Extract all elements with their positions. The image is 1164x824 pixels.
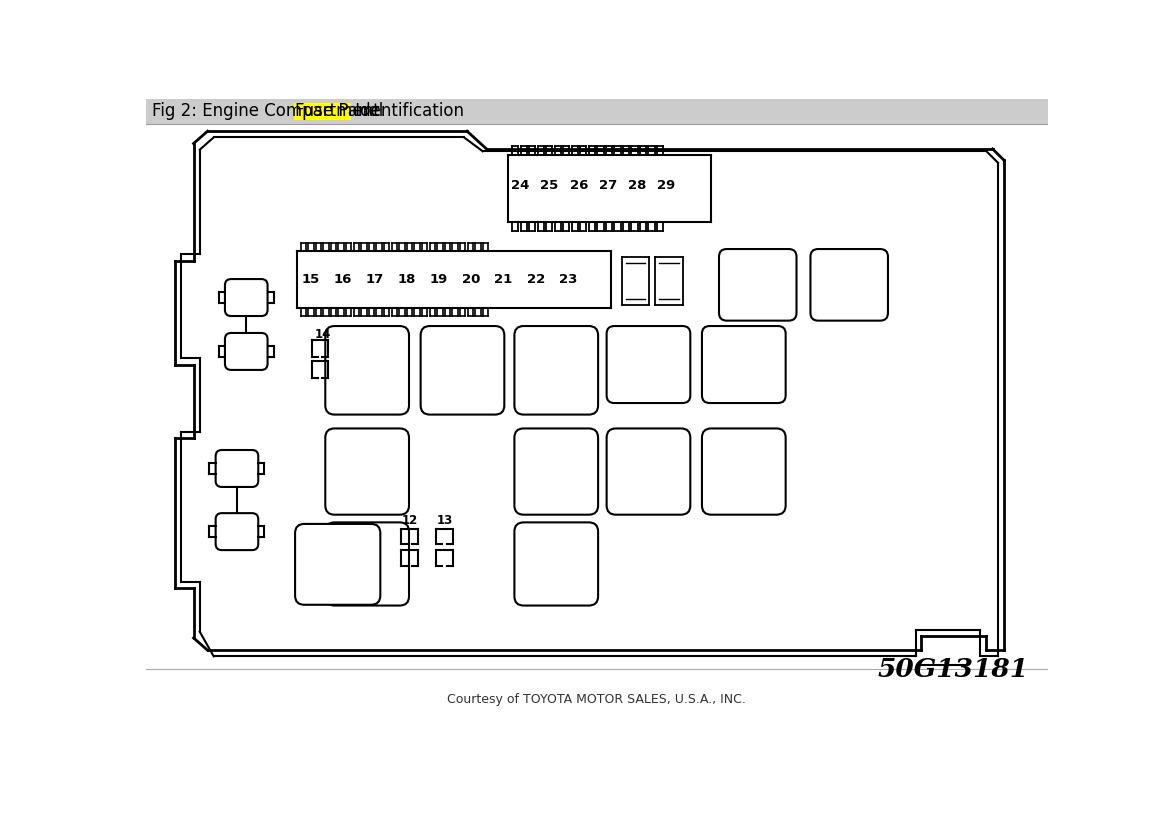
Text: 16: 16 <box>334 274 353 286</box>
FancyBboxPatch shape <box>514 428 598 515</box>
FancyBboxPatch shape <box>702 326 786 403</box>
Text: 27: 27 <box>599 179 617 192</box>
FancyBboxPatch shape <box>606 326 690 403</box>
Text: 20: 20 <box>462 274 481 286</box>
FancyBboxPatch shape <box>296 524 381 605</box>
Text: 28: 28 <box>627 179 646 192</box>
Text: 21: 21 <box>495 274 512 286</box>
FancyBboxPatch shape <box>325 522 409 606</box>
Text: 50G13181: 50G13181 <box>878 657 1029 682</box>
Text: 19: 19 <box>430 274 448 286</box>
FancyBboxPatch shape <box>719 249 796 321</box>
FancyBboxPatch shape <box>325 428 409 515</box>
FancyBboxPatch shape <box>810 249 888 321</box>
FancyBboxPatch shape <box>215 513 258 550</box>
Text: Fig 2: Engine Compartment: Fig 2: Engine Compartment <box>151 102 384 120</box>
Text: 24: 24 <box>511 179 530 192</box>
Text: 15: 15 <box>301 274 320 286</box>
FancyBboxPatch shape <box>606 428 690 515</box>
Bar <box>146 99 1048 124</box>
Text: 14: 14 <box>314 328 331 340</box>
FancyBboxPatch shape <box>225 279 268 316</box>
Text: 26: 26 <box>569 179 588 192</box>
FancyBboxPatch shape <box>514 326 598 414</box>
Text: Identification: Identification <box>350 102 463 120</box>
Text: Fuse Panel: Fuse Panel <box>294 102 383 120</box>
Text: 25: 25 <box>540 179 559 192</box>
Text: 12: 12 <box>402 514 418 527</box>
Bar <box>294 103 350 119</box>
FancyBboxPatch shape <box>215 450 258 487</box>
FancyBboxPatch shape <box>225 333 268 370</box>
Text: 18: 18 <box>397 274 416 286</box>
FancyBboxPatch shape <box>420 326 504 414</box>
Text: 13: 13 <box>436 514 453 527</box>
FancyBboxPatch shape <box>325 326 409 414</box>
Text: 22: 22 <box>527 274 545 286</box>
Text: 29: 29 <box>658 179 675 192</box>
FancyBboxPatch shape <box>702 428 786 515</box>
Text: 23: 23 <box>560 274 577 286</box>
Text: 17: 17 <box>365 274 384 286</box>
FancyBboxPatch shape <box>514 522 598 606</box>
Text: Courtesy of TOYOTA MOTOR SALES, U.S.A., INC.: Courtesy of TOYOTA MOTOR SALES, U.S.A., … <box>447 693 746 706</box>
